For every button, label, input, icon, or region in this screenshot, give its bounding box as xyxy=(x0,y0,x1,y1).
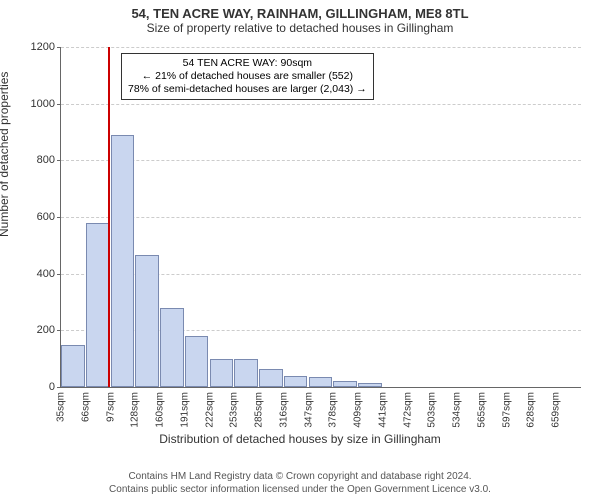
xtick-label: 128sqm xyxy=(130,392,141,428)
histogram-bar xyxy=(284,376,308,387)
chart-subtitle: Size of property relative to detached ho… xyxy=(0,21,600,37)
gridline xyxy=(61,47,581,48)
xtick-label: 160sqm xyxy=(155,392,166,428)
ytick xyxy=(57,217,61,218)
ytick xyxy=(57,387,61,388)
annotation-line3: 78% of semi-detached houses are larger (… xyxy=(128,83,367,96)
xtick-label: 565sqm xyxy=(476,392,487,428)
histogram-bar xyxy=(333,381,357,387)
xtick-label: 628sqm xyxy=(526,392,537,428)
gridline xyxy=(61,104,581,105)
ytick-label: 400 xyxy=(15,268,55,280)
ytick-label: 800 xyxy=(15,154,55,166)
xtick-label: 35sqm xyxy=(56,392,67,422)
ytick-label: 1000 xyxy=(15,98,55,110)
histogram-bar xyxy=(210,359,234,387)
xtick-label: 597sqm xyxy=(501,392,512,428)
footer-line2: Contains public sector information licen… xyxy=(0,484,600,497)
histogram-bar xyxy=(86,223,110,387)
ytick-label: 0 xyxy=(15,381,55,393)
xtick-label: 222sqm xyxy=(204,392,215,428)
annotation-line1: 54 TEN ACRE WAY: 90sqm xyxy=(128,57,367,70)
plot-region: 02004006008001000120035sqm66sqm97sqm128s… xyxy=(60,47,581,388)
xtick-label: 472sqm xyxy=(402,392,413,428)
xtick-label: 316sqm xyxy=(278,392,289,428)
xtick-label: 503sqm xyxy=(427,392,438,428)
xtick-label: 378sqm xyxy=(328,392,339,428)
histogram-bar xyxy=(111,135,135,387)
xtick-label: 441sqm xyxy=(377,392,388,428)
histogram-bar xyxy=(234,359,258,387)
annotation-line2: ← 21% of detached houses are smaller (55… xyxy=(128,70,367,83)
chart-title: 54, TEN ACRE WAY, RAINHAM, GILLINGHAM, M… xyxy=(0,0,600,21)
xtick-label: 191sqm xyxy=(179,392,190,428)
xtick-label: 97sqm xyxy=(105,392,116,422)
gridline xyxy=(61,160,581,161)
xtick-label: 534sqm xyxy=(452,392,463,428)
ytick-label: 600 xyxy=(15,211,55,223)
xtick-label: 285sqm xyxy=(254,392,265,428)
histogram-bar xyxy=(309,377,333,387)
ytick-label: 1200 xyxy=(15,41,55,53)
x-axis-label: Distribution of detached houses by size … xyxy=(0,432,600,446)
xtick-label: 253sqm xyxy=(229,392,240,428)
xtick-label: 66sqm xyxy=(80,392,91,422)
marker-line xyxy=(108,47,110,387)
histogram-bar xyxy=(61,345,85,388)
ytick-label: 200 xyxy=(15,324,55,336)
chart-area: Number of detached properties 0200400600… xyxy=(0,37,600,442)
histogram-bar xyxy=(160,308,184,387)
histogram-bar xyxy=(358,383,382,387)
ytick xyxy=(57,160,61,161)
annotation-box: 54 TEN ACRE WAY: 90sqm ← 21% of detached… xyxy=(121,53,374,100)
histogram-bar xyxy=(185,336,209,387)
xtick-label: 659sqm xyxy=(551,392,562,428)
ytick xyxy=(57,47,61,48)
y-axis-label: Number of detached properties xyxy=(0,72,11,237)
ytick xyxy=(57,104,61,105)
xtick-label: 347sqm xyxy=(303,392,314,428)
ytick xyxy=(57,330,61,331)
xtick-label: 409sqm xyxy=(353,392,364,428)
footer-attribution: Contains HM Land Registry data © Crown c… xyxy=(0,471,600,496)
gridline xyxy=(61,217,581,218)
footer-line1: Contains HM Land Registry data © Crown c… xyxy=(0,471,600,484)
histogram-bar xyxy=(135,255,159,387)
ytick xyxy=(57,274,61,275)
histogram-bar xyxy=(259,369,283,387)
